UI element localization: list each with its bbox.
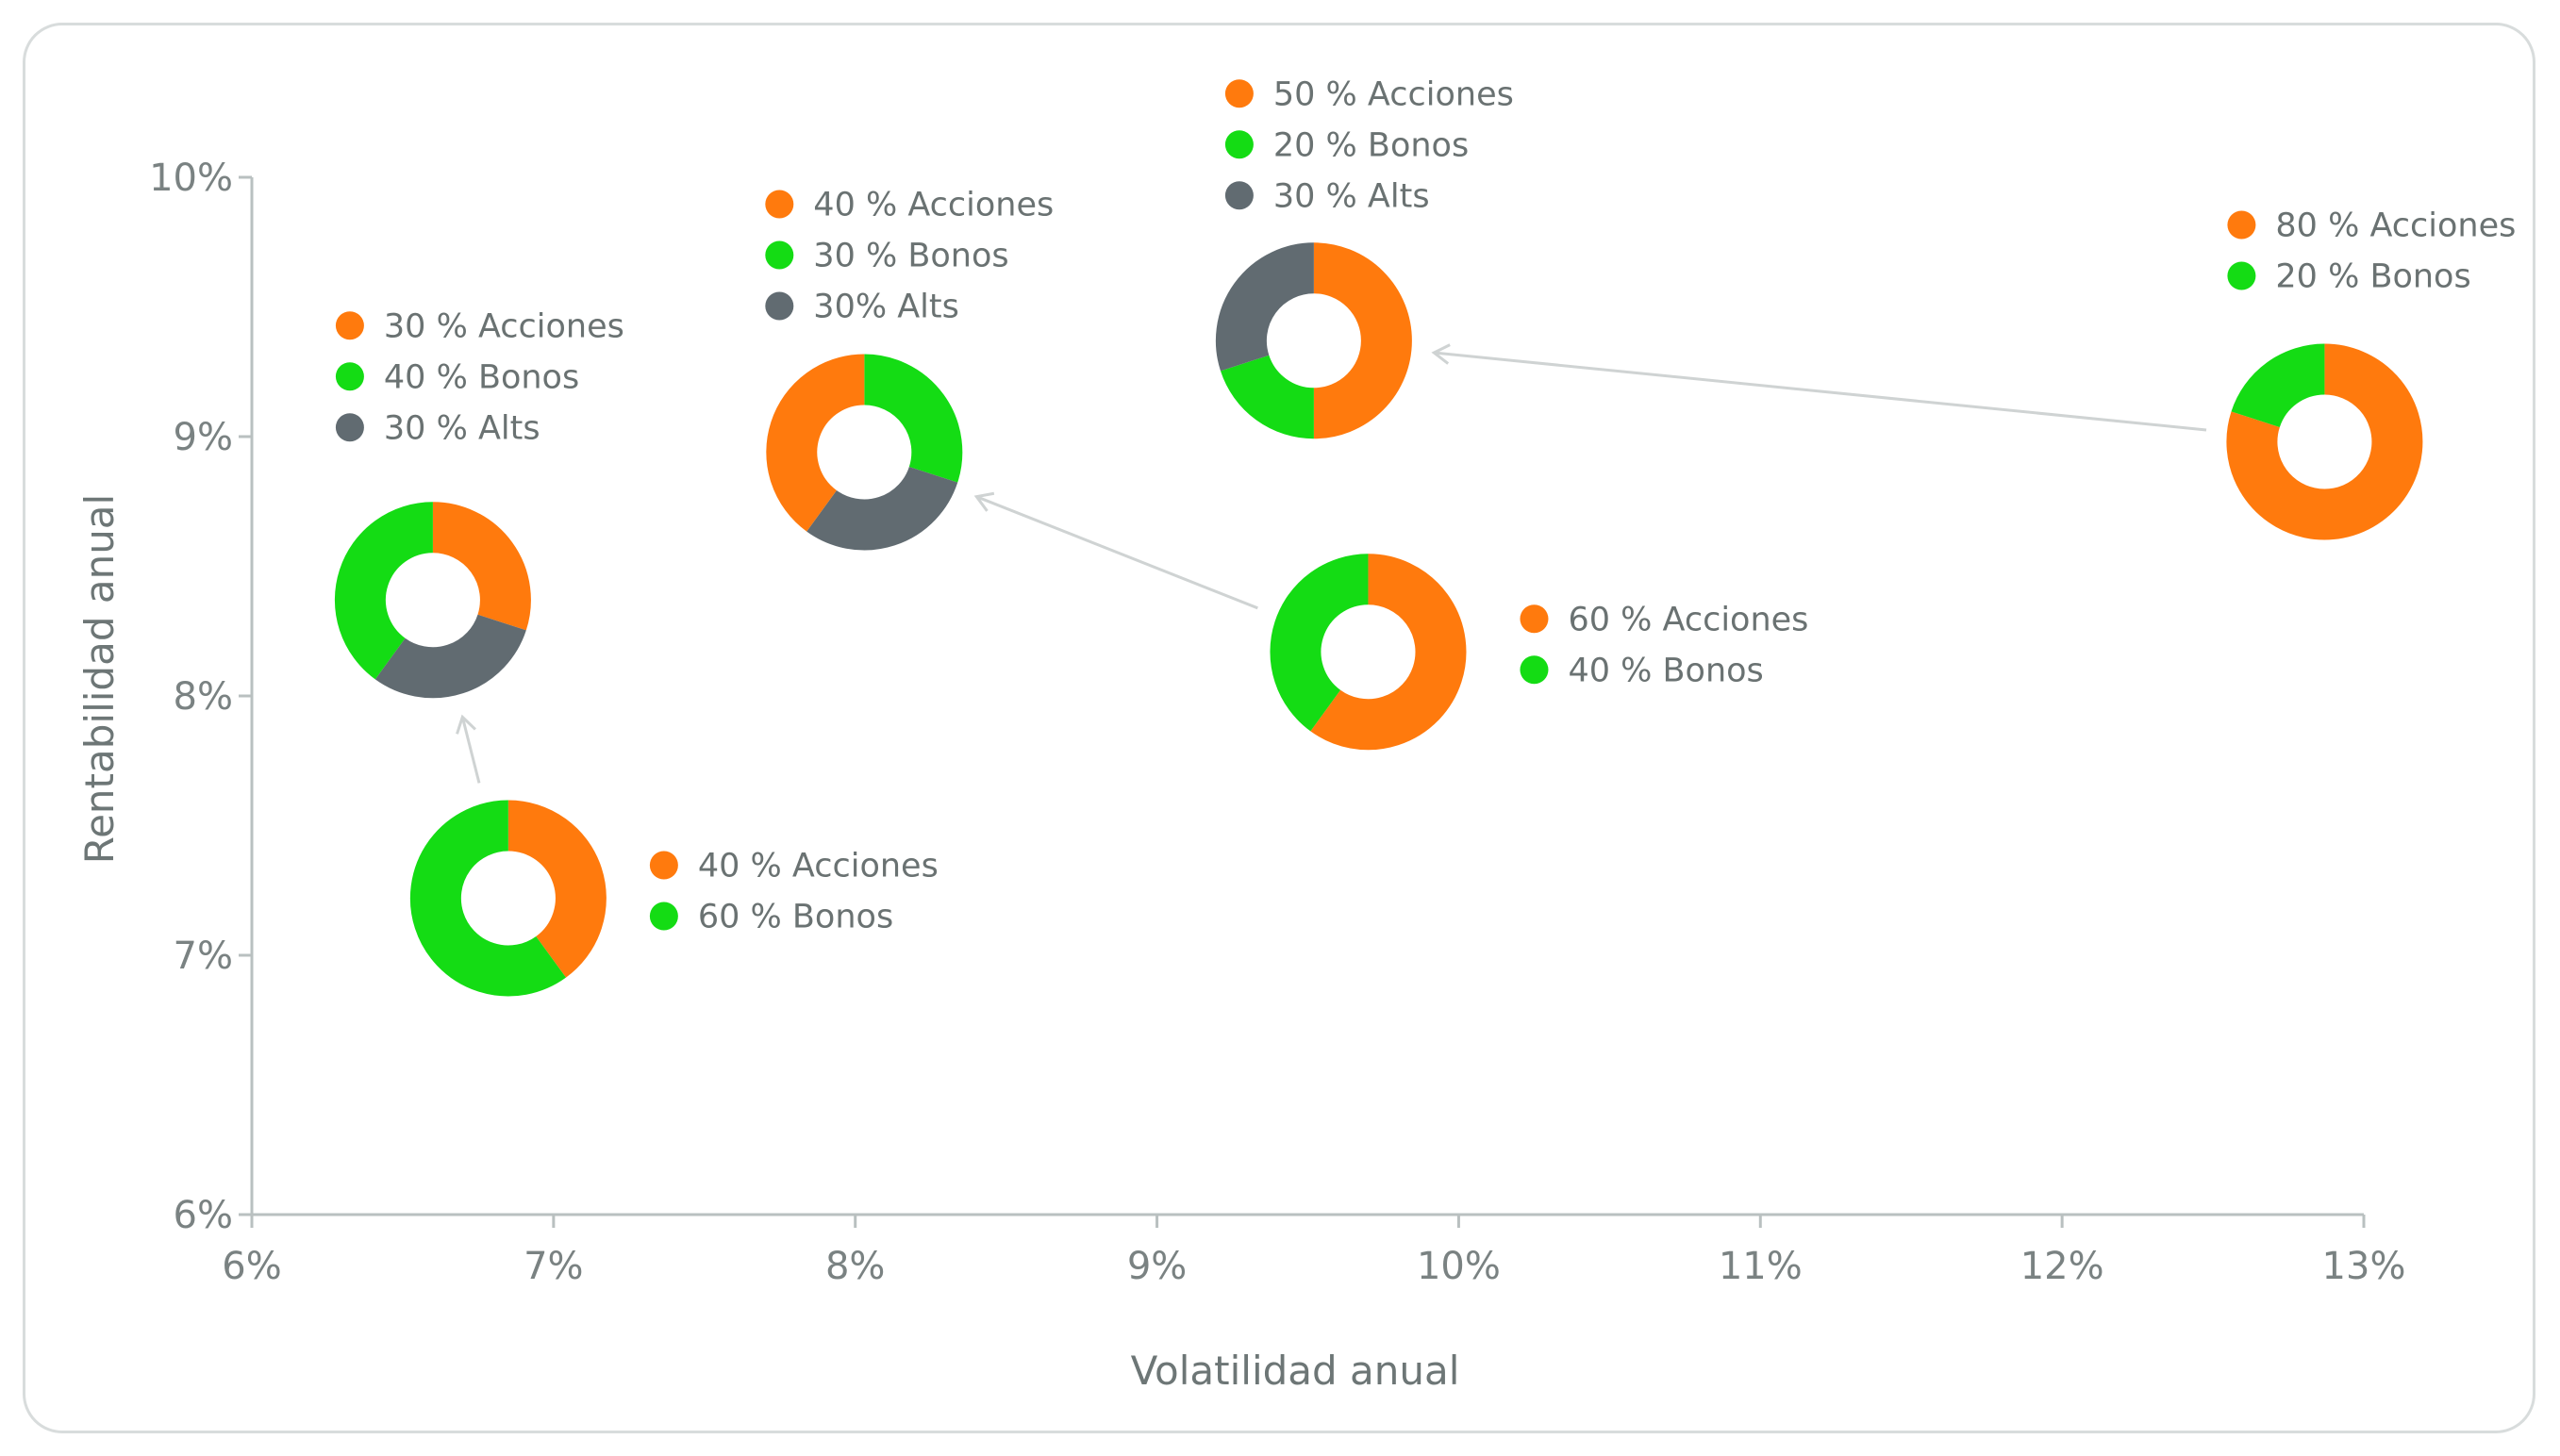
legend-dot-acciones (1520, 604, 1549, 634)
donut-p40-30-30 (766, 354, 963, 551)
arrow-shaft (975, 495, 1258, 610)
legend-label: 40 % Bonos (1568, 652, 1763, 689)
y-tick-label: 6% (174, 1194, 233, 1237)
x-tick-label: 10% (1417, 1245, 1501, 1288)
donut-slice-acciones (1310, 554, 1467, 751)
donut-slice-bonos (1270, 554, 1370, 732)
legend-dot-acciones (2227, 210, 2256, 240)
x-axis-title: Volatilidad anual (1131, 1348, 1460, 1394)
arrow-p40-60-to-p30-40-30 (456, 714, 481, 784)
legend-p80-20: 80 % Acciones 20 % Bonos (2227, 207, 2516, 296)
x-tick-label: 11% (1719, 1245, 1803, 1288)
donut-slice-acciones (2226, 343, 2423, 540)
y-tick-label: 10% (149, 157, 233, 200)
legend-dot-acciones (1224, 79, 1254, 108)
arrow-shaft (460, 716, 481, 784)
arrow-shaft (1434, 351, 2207, 432)
legend-label: 40 % Acciones (813, 187, 1054, 224)
x-tick-label: 7% (524, 1245, 583, 1288)
legend-label: 30 % Alts (1273, 177, 1430, 215)
donut-p40-60 (409, 800, 607, 997)
donut-slice-bonos (334, 502, 435, 680)
arrow-p60-40-to-p40-30-30 (973, 491, 1258, 610)
legend-label: 20 % Bonos (2275, 258, 2470, 296)
legend-p60-40: 60 % Acciones 40 % Bonos (1520, 601, 1808, 689)
donut-slice-alts (374, 613, 526, 699)
y-axis-title: Rentabilidad anual (76, 494, 123, 864)
arrows (456, 343, 2207, 784)
legend-label: 30 % Alts (384, 409, 540, 447)
legend-dot-bonos (2227, 261, 2256, 290)
legend-dot-acciones (649, 851, 678, 880)
donut-slice-bonos (863, 354, 963, 483)
legend-dot-bonos (1224, 130, 1254, 159)
legend-dot-bonos (649, 902, 678, 931)
donut-slice-acciones (766, 354, 866, 532)
y-tick-label: 8% (174, 675, 233, 719)
legend-dot-acciones (335, 311, 364, 340)
x-tick-label: 8% (825, 1245, 885, 1288)
arrow-head (973, 491, 995, 512)
donut-slice-bonos (2231, 343, 2326, 429)
donut-slice-bonos (1220, 354, 1316, 439)
donut-p30-40-30 (334, 502, 531, 699)
legend-dot-alts (335, 413, 364, 442)
y-tick-label: 7% (174, 935, 233, 978)
legend-dot-alts (765, 291, 794, 321)
legend-label: 40 % Bonos (384, 358, 579, 396)
legend-p30-40-30: 30 % Acciones 40 % Bonos 30 % Alts (335, 307, 624, 447)
donut-slice-acciones (431, 502, 531, 631)
donut-slice-acciones (1312, 242, 1412, 439)
legend-p40-30-30: 40 % Acciones 30 % Bonos 30% Alts (765, 187, 1054, 326)
legend-dot-bonos (335, 362, 364, 391)
legend-p50-20-30: 50 % Acciones 20 % Bonos 30 % Alts (1224, 75, 1514, 215)
x-tick-label: 12% (2020, 1245, 2104, 1288)
legend-label: 80 % Acciones (2275, 207, 2516, 245)
x-tick-label: 13% (2322, 1245, 2406, 1288)
donut-p80-20 (2226, 343, 2423, 540)
legend-dot-bonos (1520, 655, 1549, 685)
legend-label: 30% Alts (813, 289, 959, 326)
legend-label: 30 % Bonos (813, 238, 1008, 275)
donut-slice-alts (1215, 242, 1316, 372)
donut-p60-40 (1270, 554, 1467, 751)
legend-label: 60 % Bonos (698, 899, 893, 936)
x-tick-label: 6% (222, 1245, 281, 1288)
donut-slice-alts (806, 465, 958, 551)
arrow-head (1431, 343, 1451, 365)
legend-dot-acciones (765, 190, 794, 219)
legend-p40-60: 40 % Acciones 60 % Bonos (649, 848, 939, 936)
donut-slice-bonos (409, 800, 566, 997)
legend-label: 60 % Acciones (1568, 601, 1808, 638)
legend-label: 50 % Acciones (1273, 75, 1514, 113)
legend-label: 20 % Bonos (1273, 126, 1469, 164)
arrow-head (456, 714, 476, 735)
axes: 6% 7% 8% 9% 10% 11% 12% 13% 6% 7% 8% 9% 10% (149, 157, 2405, 1288)
legend-dot-alts (1224, 181, 1254, 210)
legends: 40 % Acciones 60 % Bonos 30 % Acciones 40 %… (335, 75, 2516, 936)
donut-slice-acciones (507, 800, 607, 978)
legend-dot-bonos (765, 240, 794, 270)
x-tick-label: 9% (1127, 1245, 1187, 1288)
y-tick-label: 9% (174, 416, 233, 459)
legend-label: 40 % Acciones (698, 848, 939, 885)
arrow-p80-20-to-p50-20-30 (1431, 343, 2207, 432)
donuts (334, 242, 2423, 997)
legend-label: 30 % Acciones (384, 307, 624, 345)
donut-p50-20-30 (1215, 242, 1412, 439)
